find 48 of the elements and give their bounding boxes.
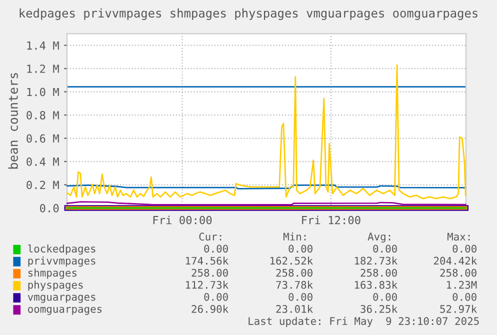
x-tick-label: Fri 12:00 — [302, 216, 360, 224]
text: 52.97k — [440, 304, 477, 313]
y-axis-title: bean counters — [8, 73, 18, 169]
text: 0.00 — [204, 292, 228, 301]
text: 0.00 — [204, 244, 228, 253]
text: Cur: — [199, 232, 222, 241]
legend-label: vmguarpages — [28, 294, 96, 303]
text: 162.52k — [270, 256, 313, 265]
y-tick-label: 1.4 M — [27, 41, 59, 50]
text: 258.00 — [440, 268, 476, 277]
legend-label: lockedpages — [28, 244, 96, 255]
text: Max: — [448, 232, 470, 241]
y-tick-label: 1.2 M — [27, 64, 59, 73]
y-tick-label: 0.8 M — [26, 111, 59, 120]
text: Avg: — [368, 232, 390, 243]
text: 258.00 — [276, 268, 312, 277]
text: 36.25k — [360, 304, 398, 313]
text: 0.00 — [373, 292, 397, 301]
chart-title: kedpages privvmpages shmpages physpages vmguarpages oomguarpages — [20, 8, 478, 20]
y-tick-label: 0.0 — [40, 204, 59, 212]
text: 0.00 — [288, 244, 312, 253]
text: 258.00 — [192, 268, 228, 277]
text: Min: — [283, 232, 306, 240]
legend-label: shmpages — [28, 268, 76, 279]
legend-label: physpages — [28, 280, 83, 291]
text: 112.73k — [186, 280, 228, 289]
legend-label: oomguarpages — [28, 306, 102, 315]
text: 1.23M — [447, 280, 477, 289]
y-tick-label: 1.0 M — [27, 88, 59, 96]
text: 163.83k — [354, 280, 398, 289]
text: 182.73k — [354, 256, 398, 265]
text: 0.00 — [288, 292, 312, 301]
text: 26.90k — [192, 304, 228, 313]
text: 0.00 — [373, 244, 397, 253]
line-series — [66, 64, 466, 200]
y-tick-label: 0.2 M — [26, 180, 59, 190]
text: 204.42k — [434, 256, 477, 265]
text: 23.01k — [276, 304, 313, 313]
text: Last update: Fri May 9 23:10:07 2025 — [248, 316, 479, 328]
y-tick-label: 0.4 M — [26, 158, 59, 166]
text: 0.00 — [452, 244, 476, 253]
text: 0.00 — [452, 292, 476, 301]
text: 174.56k — [186, 256, 228, 265]
x-tick-label: Fri 00:00 — [153, 216, 212, 224]
text: 73.78k — [276, 280, 313, 289]
legend-label: privvmpages — [28, 256, 96, 267]
y-tick-label: 0.6 M — [26, 134, 59, 143]
text: 258.00 — [360, 268, 397, 277]
